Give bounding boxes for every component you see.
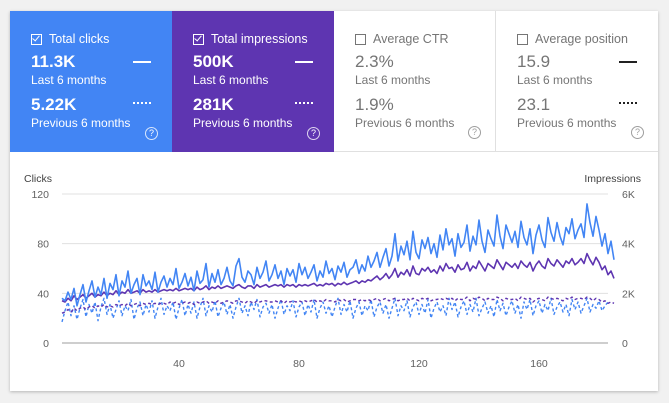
help-icon[interactable]: ? [631,126,644,139]
tile-prev-period: Previous 6 months [517,116,617,130]
dashed-line-legend-icon [619,102,637,104]
x-tick-label: 120 [410,358,428,370]
total-clicks-previous-6-months-line [61,297,609,323]
x-tick-label: 80 [293,358,305,370]
y-tick-label-right: 0 [622,338,628,350]
help-icon[interactable]: ? [307,127,320,140]
tile-value: 11.3K [31,52,76,71]
y-tick-label-right: 4K [622,239,635,251]
tile-label: Total clicks [49,32,110,46]
y-tick-label-right: 6K [622,189,635,201]
tile-average-position[interactable]: Average position 15.9 Last 6 months 23.1… [496,11,658,152]
tile-label: Average position [535,32,628,46]
tile-header: Total impressions [193,31,334,47]
total-impressions-previous-6-months-line [61,296,615,314]
tile-prev-period: Previous 6 months [355,116,455,130]
solid-line-legend-icon [133,61,151,63]
tile-prev-value: 1.9% [355,95,394,114]
tile-total-clicks[interactable]: Total clicks 11.3K Last 6 months 5.22K P… [10,11,172,152]
tile-value: 15.9 [517,52,551,71]
x-tick-label: 160 [530,358,548,370]
chart-canvas: 0 0 40 2K 80 4K 120 6K 40 80 120 160 [31,189,635,370]
checkbox-checked-icon[interactable] [193,33,204,45]
performance-card: Total clicks 11.3K Last 6 months 5.22K P… [10,11,658,391]
tile-total-impressions[interactable]: Total impressions 500K Last 6 months 281… [172,11,334,152]
checkbox-unchecked-icon[interactable] [355,33,366,45]
x-tick-label: 40 [173,358,185,370]
tile-label: Total impressions [211,32,308,46]
tile-prev-value: 281K [193,95,234,114]
tile-header: Total clicks [31,31,172,47]
dashed-line-legend-icon [295,102,313,104]
y-tick-label-left: 120 [31,189,49,201]
tile-value: 2.3% [355,52,394,71]
tile-header: Average position [517,31,658,47]
solid-line-legend-icon [295,61,313,63]
tile-prev-period: Previous 6 months [31,116,131,130]
total-clicks-last-6-months-line [61,203,615,307]
tile-period: Last 6 months [355,73,431,87]
y-tick-label-left: 80 [37,239,49,251]
tile-period: Last 6 months [193,73,269,87]
checkbox-checked-icon[interactable] [31,33,42,45]
right-axis-title: Impressions [584,173,641,185]
y-tick-label-left: 40 [37,288,49,300]
tile-prev-period: Previous 6 months [193,116,293,130]
tile-prev-value: 5.22K [31,95,77,114]
tile-average-ctr[interactable]: Average CTR 2.3% Last 6 months 1.9% Prev… [334,11,496,152]
tile-header: Average CTR [355,31,495,47]
left-axis-title: Clicks [24,173,52,185]
tile-value: 500K [193,52,234,71]
checkbox-unchecked-icon[interactable] [517,33,528,45]
performance-chart[interactable]: Clicks Impressions 0 0 40 2K 80 4K 120 6K 40 80 12… [10,152,658,391]
metric-tiles: Total clicks 11.3K Last 6 months 5.22K P… [10,11,658,152]
help-icon[interactable]: ? [145,127,158,140]
y-tick-label-left: 0 [43,338,49,350]
total-impressions-last-6-months-line [61,252,615,303]
help-icon[interactable]: ? [468,126,481,139]
y-tick-label-right: 2K [622,288,635,300]
tile-period: Last 6 months [517,73,593,87]
tile-period: Last 6 months [31,73,107,87]
tile-label: Average CTR [373,32,449,46]
solid-line-legend-icon [619,61,637,63]
dashed-line-legend-icon [133,102,151,104]
tile-prev-value: 23.1 [517,95,551,114]
